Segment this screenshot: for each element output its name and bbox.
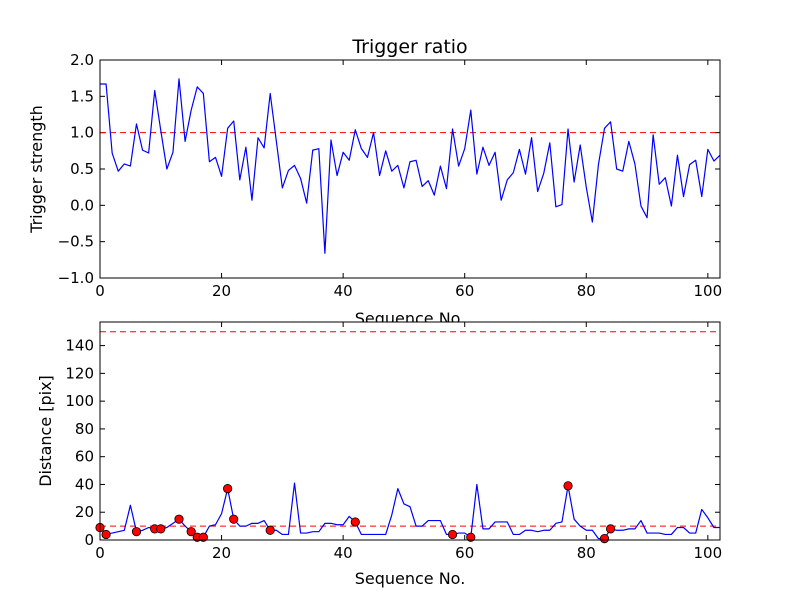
plot-frame <box>99 59 721 279</box>
y-tick-label: −1.0 <box>58 269 94 287</box>
data-point-marker <box>198 532 208 542</box>
tick-labels: 0 20 40 60 80 100 0 20 40 60 80 100 120 140 <box>65 337 722 562</box>
y-tick-label: 0.0 <box>70 196 94 214</box>
y-tick-label: 20 <box>75 503 94 521</box>
x-tick-label: 100 <box>694 544 723 562</box>
data-point-marker <box>229 514 239 524</box>
data-point-marker <box>265 525 275 535</box>
series-group <box>100 78 720 254</box>
data-point-marker <box>447 529 458 540</box>
data-point-marker <box>131 527 142 537</box>
y-tick-label: 60 <box>75 448 94 466</box>
y-tick-label: 140 <box>65 337 94 355</box>
chart-title: Trigger ratio <box>351 36 467 58</box>
y-axis-label: Trigger strength <box>27 105 46 234</box>
y-tick-label: 1.0 <box>70 124 94 142</box>
x-tick-label: 60 <box>455 282 474 300</box>
y-axis-label: Distance [pix] <box>36 375 55 487</box>
tick-marks <box>99 322 720 541</box>
y-tick-label: 1.5 <box>70 87 94 105</box>
y-tick-label: 0 <box>84 531 94 549</box>
x-tick-label: 80 <box>577 282 596 300</box>
y-tick-label: 40 <box>75 475 94 493</box>
distance-chart: 0 20 40 60 80 100 0 20 40 60 80 100 120 140 Sequence … <box>36 321 722 588</box>
y-tick-label: 2.0 <box>70 51 94 69</box>
x-tick-label: 80 <box>577 544 596 562</box>
x-tick-label: 40 <box>334 282 353 300</box>
data-point-marker <box>599 534 610 544</box>
x-tick-label: 20 <box>212 282 231 300</box>
data-point-marker <box>186 527 196 537</box>
x-axis-label: Sequence No. <box>355 569 466 588</box>
plot-background <box>100 60 720 278</box>
x-tick-label: 60 <box>455 544 474 562</box>
y-tick-label: 0.5 <box>70 160 94 178</box>
data-point-marker <box>350 517 360 527</box>
x-tick-label: 40 <box>334 544 353 562</box>
y-tick-label: 100 <box>65 392 94 410</box>
x-tick-label: 0 <box>95 544 105 562</box>
data-point-marker <box>174 514 184 524</box>
data-point-marker <box>466 532 476 542</box>
data-point-marker <box>563 481 573 491</box>
x-tick-label: 20 <box>212 544 231 562</box>
data-point-marker <box>605 524 616 534</box>
plot-background <box>100 322 720 540</box>
data-point-marker <box>223 484 233 494</box>
y-tick-label: 80 <box>75 420 94 438</box>
x-tick-label: 0 <box>95 282 105 300</box>
plot-frame <box>99 321 721 541</box>
series-line <box>100 78 720 254</box>
data-point-marker <box>101 529 111 540</box>
threshold-lines <box>100 331 720 527</box>
marker-group <box>95 481 616 544</box>
x-tick-label: 100 <box>694 282 723 300</box>
y-tick-label: −0.5 <box>58 233 94 251</box>
y-tick-label: 120 <box>65 364 94 382</box>
tick-labels: 0 20 40 60 80 100 −1.0 −0.5 0.0 0.5 1.0 1.5 2.0 <box>58 51 723 300</box>
trigger-ratio-chart: 0 20 40 60 80 100 −1.0 −0.5 0.0 0.5 1.0 1.5 2.0 Trig… <box>27 36 722 328</box>
data-point-marker <box>156 524 166 534</box>
